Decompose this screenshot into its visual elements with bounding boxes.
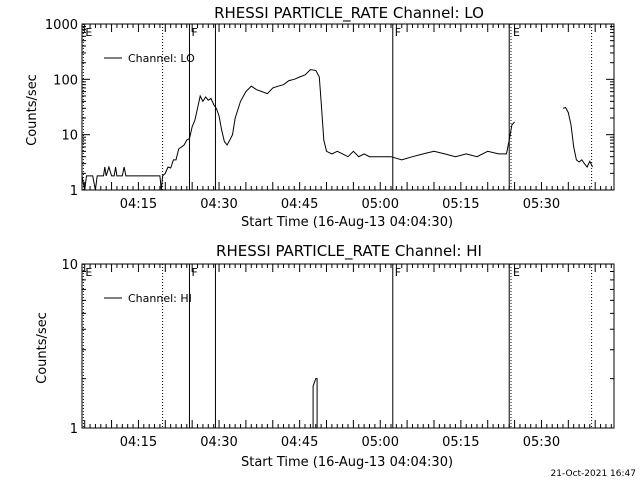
plot-frame	[81, 263, 615, 429]
panel-title: RHESSI PARTICLE_RATE Channel: HI	[216, 242, 482, 261]
marker-label: E	[513, 266, 520, 279]
x-tick-label: 04:30	[200, 197, 237, 212]
x-tick-label: 05:30	[523, 197, 560, 212]
x-tick-label: 05:30	[523, 435, 560, 450]
panel-lo: RHESSI PARTICLE_RATE Channel: LO Counts/…	[25, 4, 615, 230]
panel-title: RHESSI PARTICLE_RATE Channel: LO	[214, 4, 484, 23]
series-line	[562, 106, 593, 168]
y-tick-label: 10	[61, 258, 78, 273]
y-tick-label: 100	[53, 73, 78, 88]
marker-label: F	[395, 26, 401, 39]
series-line	[312, 378, 318, 428]
x-axis-label: Start Time (16-Aug-13 04:04:30)	[241, 455, 453, 470]
y-axis-label: Counts/sec	[35, 312, 50, 384]
y-tick-label: 1	[70, 184, 78, 199]
x-axis-label: Start Time (16-Aug-13 04:04:30)	[241, 215, 453, 230]
y-tick-label: 1000	[45, 18, 78, 33]
x-tick-label: 05:00	[362, 197, 399, 212]
x-tick-label: 04:15	[120, 197, 157, 212]
marker-label: F	[191, 266, 197, 279]
y-axis-label: Counts/sec	[25, 74, 40, 146]
x-tick-label: 05:15	[442, 197, 479, 212]
footer-date: 21-Oct-2021 16:47	[551, 469, 636, 479]
y-tick-label: 10	[61, 129, 78, 144]
panel-hi: RHESSI PARTICLE_RATE Channel: HI Counts/…	[35, 242, 615, 470]
x-tick-label: 05:15	[442, 435, 479, 450]
series-lines	[81, 69, 593, 191]
marker-label: F	[191, 26, 197, 39]
x-tick-label: 05:00	[362, 435, 399, 450]
marker-label: E	[85, 26, 92, 39]
marker-label: E	[513, 26, 520, 39]
x-tick-label: 04:45	[281, 197, 318, 212]
legend-label: Channel: HI	[128, 292, 192, 305]
x-tick-label: 04:15	[120, 435, 157, 450]
legend-label: Channel: LO	[128, 52, 195, 65]
y-tick-label: 1	[70, 422, 78, 437]
axis-ticks: 04:15 04:30 04:45 05:00 05:15 05:30 1 10 100 1000	[45, 18, 614, 212]
plot-frame	[81, 23, 615, 191]
series-lines	[312, 378, 318, 428]
legend: Channel: HI	[104, 292, 192, 305]
x-tick-label: 04:30	[200, 435, 237, 450]
marker-label: E	[85, 266, 92, 279]
marker-label: F	[395, 266, 401, 279]
x-tick-label: 04:45	[281, 435, 318, 450]
legend: Channel: LO	[104, 52, 195, 65]
series-line	[81, 69, 515, 191]
